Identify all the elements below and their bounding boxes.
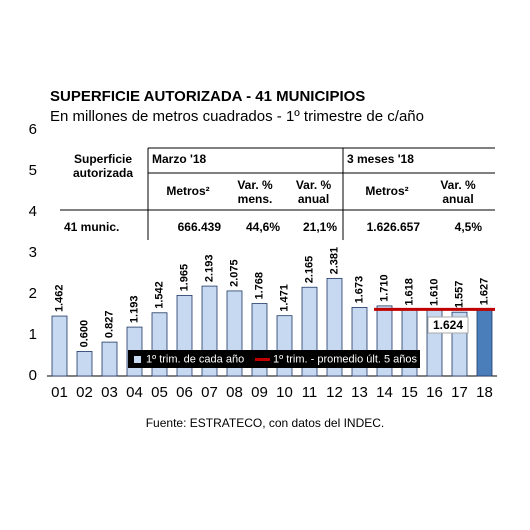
- col-header: Var. % mens.: [237, 178, 273, 206]
- data-label: 1.557: [453, 281, 465, 309]
- x-tick-label: 14: [376, 384, 393, 401]
- chart-subtitle: En millones de metros cuadrados - 1º tri…: [50, 108, 424, 125]
- row-header: Superficie autorizada: [72, 152, 133, 180]
- x-tick-label: 02: [76, 384, 93, 401]
- data-label: 2.165: [303, 256, 315, 284]
- y-tick-label: 0: [29, 367, 37, 384]
- cell: 4,5%: [455, 220, 483, 234]
- col-header: Var. % anual: [440, 178, 476, 206]
- x-tick-label: 16: [426, 384, 443, 401]
- data-label: 0.827: [103, 311, 115, 339]
- bar: [101, 341, 118, 377]
- group-header: 3 meses '18: [347, 152, 414, 166]
- bar: [476, 308, 493, 377]
- row-header-cell: Superficie autorizada: [72, 152, 133, 180]
- data-label: 1.462: [53, 285, 65, 313]
- x-tick-label: 12: [326, 384, 343, 401]
- data-label: 1.193: [128, 296, 140, 324]
- data-label: 1.673: [353, 276, 365, 304]
- legend: [128, 350, 420, 368]
- x-tick-label: 13: [351, 384, 368, 401]
- data-label: 1.542: [153, 281, 165, 309]
- chart-title: SUPERFICIE AUTORIZADA - 41 MUNICIPIOS: [50, 88, 365, 105]
- y-tick-label: 6: [29, 121, 37, 138]
- source: Fuente: ESTRATECO, con datos del INDEC.: [146, 416, 385, 430]
- x-tick-label: 10: [276, 384, 293, 401]
- y-tick-label: 1: [29, 326, 37, 343]
- group-header: Marzo '18: [152, 152, 207, 166]
- x-tick-label: 03: [101, 384, 118, 401]
- x-tick-label: 06: [176, 384, 193, 401]
- x-tick-label: 15: [401, 384, 418, 401]
- x-tick-label: 08: [226, 384, 243, 401]
- col-header: Metros²: [166, 184, 210, 198]
- col-cell: Var. % mens.: [237, 178, 273, 206]
- data-label: 1.627: [478, 278, 490, 306]
- data-label: 1.965: [178, 264, 190, 292]
- bar: [51, 315, 68, 377]
- data-label: 2.075: [228, 259, 240, 287]
- col-cell: Var. % anual: [440, 178, 476, 206]
- data-label: 2.381: [328, 247, 340, 275]
- data-label: 2.193: [203, 255, 215, 283]
- bar: [76, 350, 93, 377]
- x-tick-label: 09: [251, 384, 268, 401]
- data-label: 1.618: [403, 278, 415, 306]
- data-label: 0.600: [78, 320, 90, 348]
- data-label: 1.610: [428, 278, 440, 306]
- legend-label: 1º trim. - promedio últ. 5 años: [273, 353, 418, 365]
- y-tick-label: 4: [29, 203, 37, 220]
- data-label: 1.768: [253, 272, 265, 300]
- y-tick-label: 3: [29, 244, 37, 261]
- cell: 44,6%: [246, 220, 280, 234]
- x-tick-label: 01: [51, 384, 68, 401]
- reference-label: 1.624: [433, 318, 463, 332]
- legend-label: 1º trim. de cada año: [146, 353, 244, 365]
- col-cell: Var. % anual: [295, 178, 332, 206]
- data-label: 1.710: [378, 274, 390, 302]
- table: Superficie autorizada Marzo '18 3 meses …: [60, 147, 495, 240]
- col-header: Metros²: [365, 184, 409, 198]
- x-tick-label: 17: [451, 384, 468, 401]
- cell: 666.439: [178, 220, 222, 234]
- col-cell: Metros²: [365, 184, 409, 198]
- x-tick-label: 05: [151, 384, 168, 401]
- legend-swatch: [134, 356, 141, 363]
- x-tick-label: 07: [201, 384, 218, 401]
- y-tick-label: 5: [29, 162, 37, 179]
- row-label: 41 munic.: [64, 220, 119, 234]
- col-header: Var. % anual: [295, 178, 332, 206]
- annotation-box: [427, 316, 469, 334]
- x-tick-label: 11: [302, 384, 318, 401]
- cell: 21,1%: [303, 220, 337, 234]
- x-tick-label: 04: [126, 384, 143, 401]
- x-tick-label: 18: [476, 384, 493, 401]
- col-cell: Metros²: [166, 184, 210, 198]
- cell: 1.626.657: [367, 220, 421, 234]
- data-label: 1.471: [278, 284, 290, 312]
- y-tick-label: 2: [29, 285, 37, 302]
